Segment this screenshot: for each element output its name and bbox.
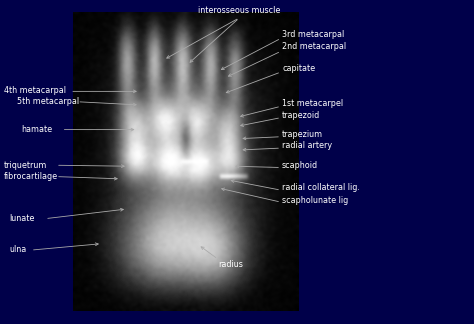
Text: ulna: ulna xyxy=(9,245,27,254)
Text: fibrocartilage: fibrocartilage xyxy=(4,172,58,181)
Text: radius: radius xyxy=(218,260,243,269)
Text: 3rd metacarpal: 3rd metacarpal xyxy=(282,29,344,39)
Text: 2nd metacarpal: 2nd metacarpal xyxy=(282,42,346,52)
Text: lunate: lunate xyxy=(9,214,35,223)
Text: 1st metacarpel: 1st metacarpel xyxy=(282,99,343,108)
Text: trapezoid: trapezoid xyxy=(282,110,320,120)
Text: radial collateral lig.: radial collateral lig. xyxy=(282,183,360,192)
Text: 4th metacarpal: 4th metacarpal xyxy=(4,86,66,95)
Text: interosseous muscle: interosseous muscle xyxy=(198,6,281,15)
Text: trapezium: trapezium xyxy=(282,130,323,139)
Text: hamate: hamate xyxy=(21,125,53,134)
Text: radial artery: radial artery xyxy=(282,141,332,150)
Text: triquetrum: triquetrum xyxy=(4,161,47,170)
Text: capitate: capitate xyxy=(282,64,315,73)
Text: 5th metacarpal: 5th metacarpal xyxy=(17,97,79,106)
Text: scapholunate lig: scapholunate lig xyxy=(282,196,348,205)
Text: scaphoid: scaphoid xyxy=(282,161,318,170)
